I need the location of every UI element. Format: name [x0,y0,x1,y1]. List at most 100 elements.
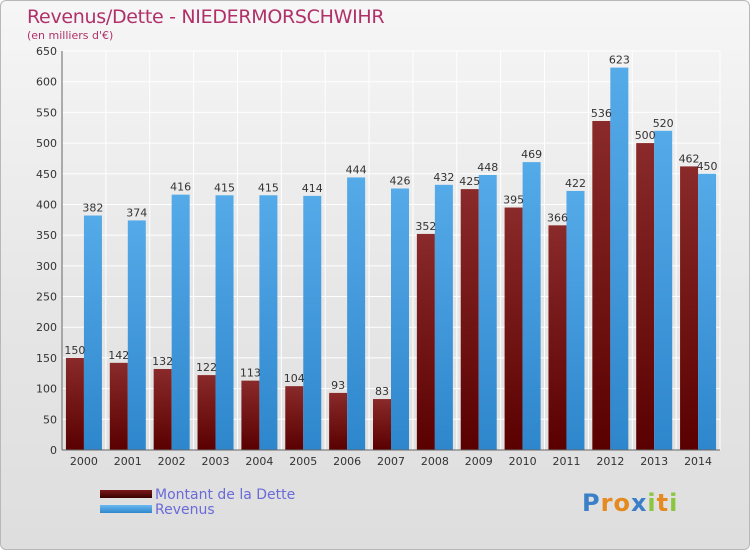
bar-revenus-2012 [610,67,629,450]
y-tick-label: 250 [36,291,57,304]
y-tick-label: 600 [36,76,57,89]
data-label-revenus-2004: 415 [258,181,279,194]
bar-debt-2004 [241,380,260,450]
data-label-revenus-2011: 422 [565,177,586,190]
data-label-revenus-2002: 416 [170,181,191,194]
logo-letter: t [656,489,670,517]
bar-revenus-2010 [522,162,541,451]
data-label-revenus-2001: 374 [126,206,147,219]
bar-debt-2010 [504,207,523,450]
bar-debt-2002 [153,368,172,450]
x-tick-label: 2006 [333,455,361,468]
data-label-debt-2011: 366 [547,211,568,224]
y-tick-label: 50 [43,413,57,426]
bar-revenus-2003 [215,195,234,450]
x-tick-label: 2000 [70,455,98,468]
data-label-revenus-2012: 623 [609,54,630,67]
data-label-debt-2007: 83 [375,385,389,398]
y-tick-label: 450 [36,168,57,181]
bar-debt-2013 [636,143,655,451]
x-tick-label: 2010 [509,455,537,468]
bar-revenus-2006 [347,177,366,450]
logo-letter: i [669,489,679,517]
x-tick-label: 2003 [202,455,230,468]
bar-revenus-2007 [391,188,409,451]
y-tick-label: 500 [36,137,57,150]
data-label-revenus-2009: 448 [477,161,498,174]
data-label-revenus-2010: 469 [521,148,542,161]
bar-revenus-2008 [434,184,453,450]
logo-letter: i [647,489,657,517]
data-label-debt-2008: 352 [415,220,436,233]
bar-revenus-2002 [171,194,190,450]
bar-revenus-2011 [566,190,585,451]
data-label-revenus-2013: 520 [653,117,674,130]
x-tick-label: 2011 [552,455,580,468]
data-label-debt-2014: 462 [679,152,700,165]
x-tick-label: 2005 [289,455,317,468]
data-label-debt-2003: 122 [196,361,217,374]
x-tick-label: 2012 [596,455,624,468]
bar-debt-2014 [680,166,699,450]
y-tick-label: 650 [36,45,57,58]
bar-debt-2005 [285,386,304,450]
data-label-debt-2005: 104 [284,372,305,385]
y-tick-label: 200 [36,321,57,334]
data-label-debt-2000: 150 [64,344,85,357]
data-label-revenus-2005: 414 [302,182,323,195]
data-label-debt-2004: 113 [240,367,261,380]
y-tick-label: 0 [50,444,57,457]
data-label-revenus-2007: 426 [390,175,411,188]
bar-debt-2008 [416,233,435,450]
logo-letter: o [613,489,631,517]
x-tick-label: 2004 [245,455,273,468]
chart-title: Revenus/Dette - NIEDERMORSCHWIHR [27,6,385,28]
data-label-debt-2002: 132 [152,355,173,368]
data-label-debt-2006: 93 [331,379,345,392]
data-label-debt-2009: 425 [459,175,480,188]
bar-debt-2003 [197,375,216,450]
bar-debt-2012 [592,120,611,451]
data-label-revenus-2000: 382 [82,202,103,215]
x-tick-label: 2013 [640,455,668,468]
y-tick-label: 150 [36,352,57,365]
y-tick-label: 300 [36,260,57,273]
data-label-debt-2013: 500 [635,129,656,142]
logo-letter: x [630,489,648,517]
y-tick-label: 350 [36,229,57,242]
data-label-revenus-2003: 415 [214,181,235,194]
y-tick-label: 400 [36,198,57,211]
bar-revenus-2004 [259,195,278,450]
chart-subtitle: (en milliers d'€) [27,29,114,42]
x-tick-label: 2001 [114,455,142,468]
proxiti-logo: Proxiti [582,489,678,517]
legend-swatch-revenus [100,505,152,513]
bar-debt-2006 [329,392,348,450]
x-tick-label: 2008 [421,455,449,468]
y-tick-label: 550 [36,106,57,119]
data-label-revenus-2006: 444 [346,163,367,176]
data-label-debt-2010: 395 [503,194,524,207]
logo-letter: r [600,489,614,517]
bar-revenus-2014 [698,173,717,450]
bar-revenus-2013 [654,130,673,451]
legend-label-debt: Montant de la Dette [155,487,296,503]
x-tick-label: 2014 [684,455,712,468]
data-label-debt-2012: 536 [591,107,612,120]
data-label-revenus-2014: 450 [697,160,718,173]
legend-swatch-debt [100,490,152,498]
x-tick-label: 2009 [465,455,493,468]
bar-debt-2009 [460,189,479,450]
bar-revenus-2005 [303,195,322,450]
x-tick-label: 2002 [158,455,186,468]
bar-revenus-2000 [83,215,102,450]
bar-revenus-2001 [127,220,146,450]
bar-debt-2000 [65,357,84,450]
bar-debt-2011 [548,225,567,450]
data-label-debt-2001: 142 [108,349,129,362]
y-tick-label: 100 [36,383,57,396]
logo-letter: P [582,489,601,517]
bar-revenus-2009 [478,174,497,450]
legend-label-revenus: Revenus [155,502,215,518]
